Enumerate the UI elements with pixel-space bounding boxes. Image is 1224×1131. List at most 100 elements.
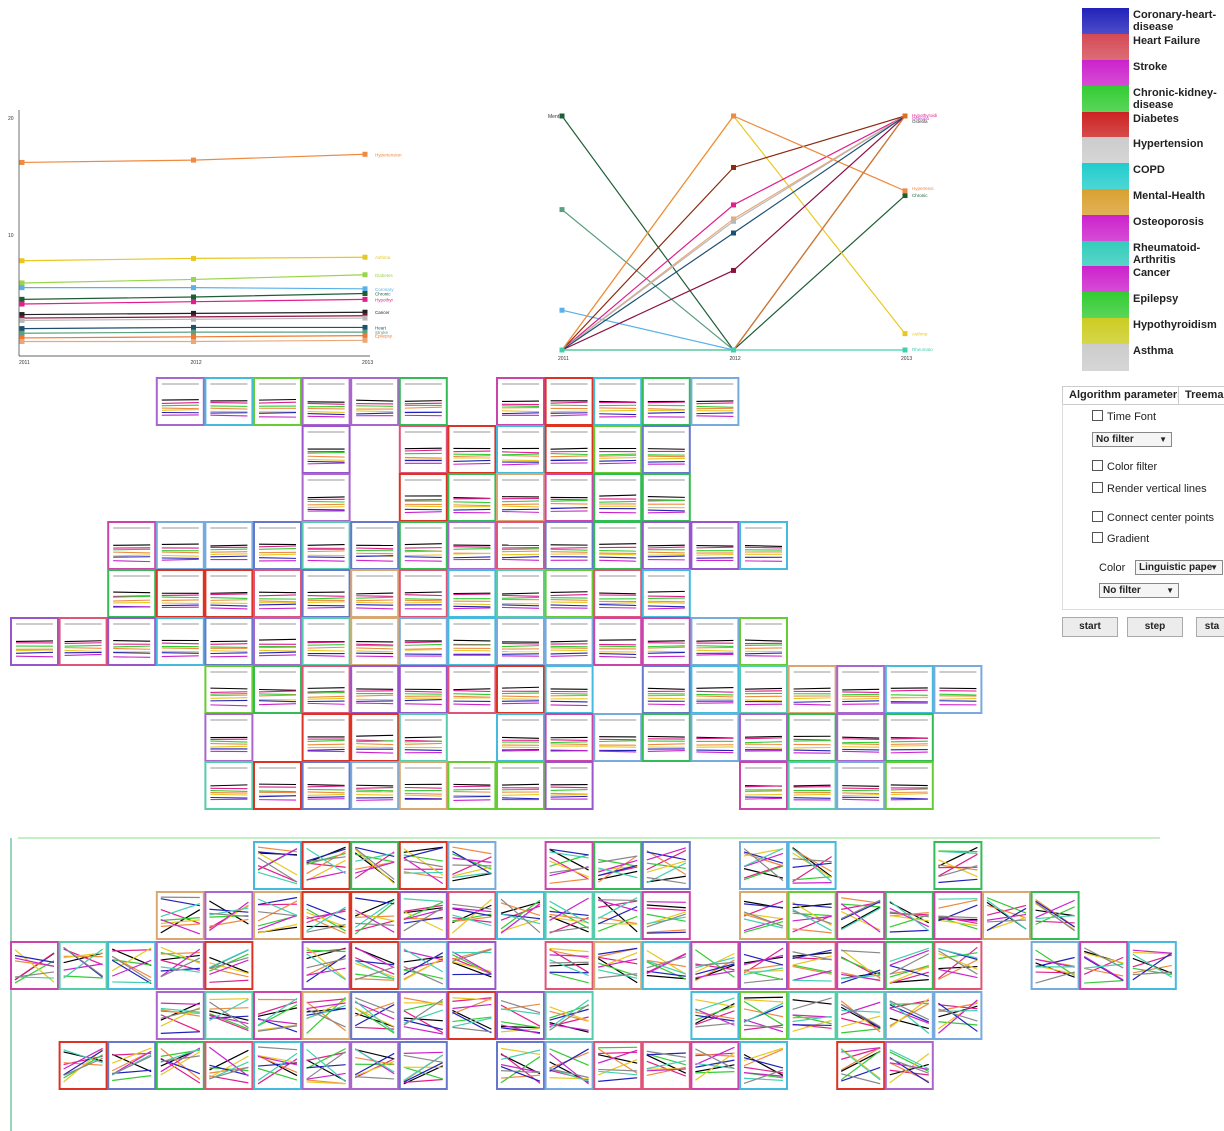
glyph-line <box>500 1021 541 1029</box>
glyph-line <box>646 961 687 980</box>
glyph-line <box>743 852 784 868</box>
glyph-cell <box>593 841 643 890</box>
glyph-cell <box>350 891 400 940</box>
glyph-line <box>452 916 492 923</box>
glyph-line <box>1035 899 1075 919</box>
glyph-line <box>889 900 930 932</box>
glyph-line <box>986 904 1027 916</box>
color-mode-value: Linguistic pape <box>1139 562 1213 573</box>
glyph-line <box>549 913 589 920</box>
glyph-line <box>549 949 589 959</box>
data-point <box>902 193 908 199</box>
start-animation-button[interactable]: sta <box>1196 617 1224 637</box>
series-label: Hypothyr <box>375 297 394 302</box>
glyph-line <box>160 1008 200 1019</box>
glyph-line <box>306 1002 346 1010</box>
glyph-line <box>161 647 199 650</box>
glyph-cell <box>690 1041 740 1090</box>
glyph-line <box>160 903 200 918</box>
glyph-border <box>155 991 205 1040</box>
glyph-line <box>646 970 686 977</box>
glyph-line <box>1132 953 1173 978</box>
filter-select-1[interactable]: No filter ▼ <box>1092 432 1172 447</box>
color-filter-checkbox[interactable]: Color filter <box>1092 460 1157 473</box>
step-button[interactable]: step <box>1127 617 1183 637</box>
glyph-cell <box>690 521 740 570</box>
tab-treemap[interactable]: Treema <box>1178 386 1224 404</box>
glyph-line <box>550 789 588 791</box>
glyph-line <box>161 604 199 607</box>
glyph-border <box>787 713 837 762</box>
glyph-line <box>307 785 345 788</box>
glyph-line <box>63 948 103 979</box>
glyph-line <box>986 897 1027 914</box>
glyph-line <box>938 1021 978 1026</box>
glyph-line <box>403 1051 443 1055</box>
data-point <box>559 307 565 313</box>
glyph-line <box>598 900 638 908</box>
glyph-line <box>161 407 199 410</box>
glyph-cell <box>593 713 643 762</box>
glyph-line <box>403 1026 443 1035</box>
glyph-line <box>161 409 199 411</box>
glyph-cell <box>496 991 545 1040</box>
connect-center-points-checkbox[interactable]: Connect center points <box>1092 511 1214 524</box>
glyph-cell <box>204 761 254 810</box>
glyph-line <box>500 999 541 1014</box>
glyph-line <box>550 692 588 695</box>
start-button[interactable]: start <box>1062 617 1118 637</box>
glyph-line <box>890 737 928 740</box>
glyph-line <box>452 908 492 917</box>
glyph-line <box>792 951 832 961</box>
glyph-line <box>307 695 345 698</box>
glyph-line <box>307 500 345 503</box>
glyph-border <box>301 713 351 762</box>
glyph-line <box>111 959 152 985</box>
glyph-cell <box>447 841 497 890</box>
glyph-line <box>550 652 588 655</box>
glyph-line <box>793 793 831 796</box>
glyph-line <box>696 649 734 652</box>
glyph-line <box>404 703 442 705</box>
data-point <box>731 164 736 170</box>
time-font-checkbox[interactable]: Time Font <box>1092 410 1156 423</box>
filter-select-2[interactable]: No filter ▼ <box>1099 583 1179 598</box>
glyph-line <box>646 913 686 928</box>
glyph-cell <box>447 941 497 990</box>
glyph-line <box>501 653 540 655</box>
glyph-line <box>696 412 734 415</box>
data-point <box>559 113 565 119</box>
glyph-line <box>160 1055 200 1063</box>
glyph-cell <box>155 617 205 666</box>
glyph-line <box>792 965 832 975</box>
glyph-line <box>501 797 540 800</box>
glyph-line <box>696 553 734 556</box>
glyph-line <box>889 1000 930 1021</box>
glyph-cell <box>496 473 545 522</box>
glyph-line <box>696 546 734 549</box>
glyph-line <box>403 956 443 963</box>
gradient-checkbox[interactable]: Gradient <box>1092 532 1149 545</box>
glyph-line <box>598 858 638 867</box>
series-label: Heart <box>375 325 387 330</box>
glyph-line <box>549 1048 589 1072</box>
glyph-line <box>986 913 1027 921</box>
render-vertical-lines-checkbox[interactable]: Render vertical lines <box>1092 482 1207 495</box>
glyph-line <box>890 788 928 791</box>
glyph-line <box>501 548 540 551</box>
glyph-cell <box>350 761 400 810</box>
legend-label: Hypothyroidism <box>1133 319 1217 331</box>
glyph-line <box>743 848 784 882</box>
glyph-line <box>598 958 638 968</box>
glyph-line <box>841 1009 881 1013</box>
glyph-cell <box>155 1041 205 1090</box>
glyph-line <box>696 639 734 642</box>
glyph-cell <box>398 377 448 426</box>
glyph-cell <box>350 377 400 426</box>
tab-algorithm-parameters[interactable]: Algorithm parameters <box>1062 386 1191 404</box>
glyph-line <box>647 650 685 653</box>
glyph-line <box>842 743 880 746</box>
color-mode-select[interactable]: Linguistic pape ▼ <box>1135 560 1223 575</box>
glyph-line <box>210 593 248 596</box>
glyph-line <box>938 959 978 980</box>
